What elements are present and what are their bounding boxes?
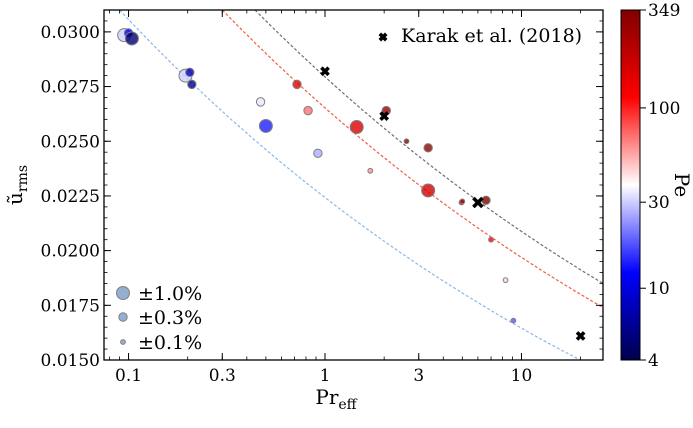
data-point	[303, 105, 313, 116]
colorbar-gradient	[620, 9, 641, 361]
data-point	[187, 79, 197, 90]
colorbar-label: Pe	[670, 173, 693, 197]
y-tick-label: 0.0150	[41, 351, 100, 371]
data-point	[421, 183, 436, 198]
data-point	[481, 195, 491, 206]
y-axis: 0.0150 0.0175 0.0200 0.0225 0.0250 0.0275 0.03…	[41, 20, 603, 371]
karak-markers	[320, 66, 586, 341]
data-point	[459, 198, 466, 205]
fit-red	[221, 10, 603, 309]
x-tick-label: 3	[413, 366, 424, 386]
colorbar-tick-label: 30	[648, 193, 670, 213]
legend-size-label: ±0.3%	[138, 307, 202, 329]
karak-marker	[379, 111, 390, 121]
karak-marker	[575, 331, 586, 341]
legend-size-label: ±0.1%	[138, 332, 202, 354]
karak-marker	[320, 66, 330, 77]
colorbar-tick-label: 100	[648, 99, 680, 119]
legend-karak-x	[378, 32, 388, 42]
data-point	[292, 79, 302, 90]
legend-size-marker	[120, 339, 126, 345]
y-tick-label: 0.0175	[41, 296, 100, 316]
x-axis: 0.1 0.3 1 3 10	[109, 10, 582, 386]
colorbar: 4 10 30 100 349 Pe	[620, 1, 693, 371]
data-point	[124, 31, 139, 46]
data-point	[255, 97, 266, 107]
x-tick-label: 0.3	[209, 366, 236, 386]
legend-size-label: ±1.0%	[138, 283, 202, 305]
colorbar-tick-label: 10	[648, 279, 670, 299]
x-axis-label: Preff	[315, 385, 357, 413]
legend-karak-label: Karak et al. (2018)	[401, 25, 582, 47]
colorbar-tick-label: 349	[648, 1, 680, 21]
data-point	[185, 67, 195, 78]
fit-grey	[254, 10, 603, 284]
data-points	[117, 28, 517, 324]
legend-size-marker	[118, 312, 128, 322]
legend-size-marker	[116, 286, 130, 300]
fit-blue	[119, 10, 582, 360]
data-point	[313, 148, 323, 158]
y-tick-label: 0.0275	[41, 78, 100, 98]
y-tick-label: 0.0250	[41, 132, 100, 152]
x-tick-label: 1	[320, 366, 331, 386]
legend-karak-marker	[378, 32, 388, 42]
data-point	[349, 120, 364, 135]
y-tick-label: 0.0225	[41, 187, 100, 207]
data-point	[258, 118, 273, 133]
colorbar-ticks: 4 10 30 100 349	[640, 1, 680, 371]
legend-sizes: ±1.0%±0.3% ±0.1%	[116, 283, 202, 354]
data-point	[502, 277, 509, 284]
y-axis-label: ũrms	[3, 165, 31, 205]
x-tick-label: 0.1	[115, 366, 142, 386]
karak-marker	[472, 196, 484, 209]
fit-lines	[119, 10, 603, 360]
x-tick-label: 10	[511, 366, 533, 386]
data-point	[510, 317, 517, 324]
y-tick-label: 0.0200	[41, 242, 100, 262]
colorbar-tick-label: 4	[648, 351, 659, 371]
data-point	[403, 138, 410, 145]
y-tick-label: 0.0300	[41, 23, 100, 43]
legend-karak: Karak et al. (2018)	[378, 25, 582, 47]
data-point	[367, 167, 374, 174]
data-point	[488, 236, 494, 243]
data-point	[423, 143, 433, 153]
